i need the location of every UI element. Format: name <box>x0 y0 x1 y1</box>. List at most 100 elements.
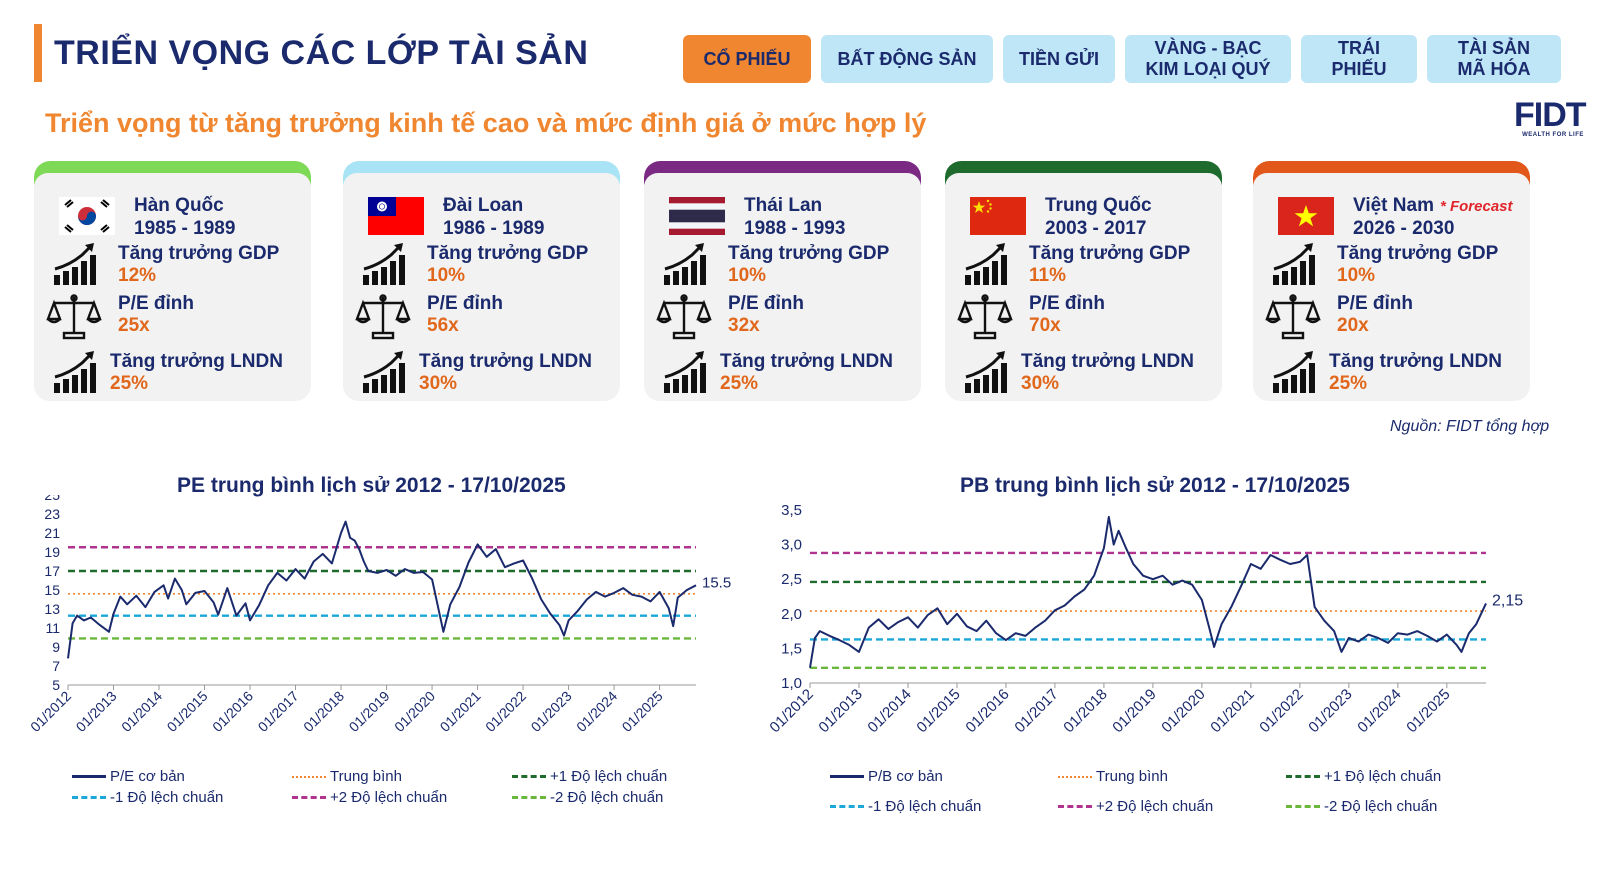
country-card: Thái Lan 1988 - 1993 Tăng trưởng GDP 10%… <box>644 161 921 401</box>
card-country: Đài Loan 1986 - 1989 <box>443 195 544 240</box>
title-accent-bar <box>34 24 42 82</box>
gdp-label: Tăng trưởng GDP <box>1029 243 1191 264</box>
pb-chart-title: PB trung bình lịch sử 2012 - 17/10/2025 <box>960 474 1350 497</box>
x-tick-label: 01/2022 <box>1256 686 1306 736</box>
x-tick-label: 01/2012 <box>27 688 74 735</box>
source-note: Nguồn: FIDT tổng hợp <box>1390 418 1550 435</box>
taiwan-flag <box>368 197 424 235</box>
x-tick-label: 01/2025 <box>619 688 666 735</box>
gdp-label: Tăng trưởng GDP <box>427 243 589 264</box>
pe-chart-title: PE trung bình lịch sử 2012 - 17/10/2025 <box>177 474 566 497</box>
legend-swatch <box>72 775 106 778</box>
pe-row: P/E đỉnh 70x <box>957 293 1213 340</box>
logo-tagline: WEALTH FOR LIFE <box>1522 132 1584 138</box>
legend-label: +1 Độ lệch chuẩn <box>550 768 668 785</box>
profit-row: Tăng trưởng LNDN 30% <box>361 351 611 395</box>
balance-scale-icon <box>957 293 1013 340</box>
country-name: Thái Lan <box>744 195 823 216</box>
tab-tien-gui[interactable]: TIỀN GỬI <box>1003 35 1115 83</box>
legend-item: Trung bình <box>1058 768 1168 785</box>
growth-chart-icon <box>1271 243 1323 287</box>
y-tick-label: 21 <box>44 525 60 541</box>
legend-item: -2 Độ lệch chuẩn <box>512 789 663 806</box>
x-tick-label: 01/2021 <box>437 688 484 735</box>
y-tick-label: 3,0 <box>781 537 802 554</box>
vietnam-flag <box>1278 197 1334 235</box>
forecast-note: * Forecast <box>1439 198 1513 215</box>
legend-item: -2 Độ lệch chuẩn <box>1286 798 1437 815</box>
y-tick-label: 2,0 <box>781 606 802 623</box>
gdp-label: Tăng trưởng GDP <box>728 243 890 264</box>
legend-item: +1 Độ lệch chuẩn <box>1286 768 1441 785</box>
country-card: Trung Quốc 2003 - 2017 Tăng trưởng GDP 1… <box>945 161 1222 401</box>
balance-scale-icon <box>1265 293 1321 340</box>
asset-class-tabs: CỔ PHIẾU BẤT ĐỘNG SẢN TIỀN GỬI VÀNG - BẠ… <box>683 35 1561 83</box>
country-period: 2003 - 2017 <box>1045 218 1147 239</box>
y-tick-label: 15 <box>44 582 60 598</box>
y-tick-label: 3,5 <box>781 505 802 519</box>
gdp-row: Tăng trưởng GDP 10% <box>361 243 611 287</box>
card-body: Việt Nam * Forecast 2026 - 2030 Tăng trưở… <box>1253 173 1530 401</box>
x-tick-label: 01/2022 <box>482 688 529 735</box>
tab-bat-dong-san[interactable]: BẤT ĐỘNG SẢN <box>821 35 993 83</box>
y-tick-label: 2,5 <box>781 571 802 588</box>
y-tick-label: 11 <box>45 620 60 636</box>
gdp-label: Tăng trưởng GDP <box>118 243 280 264</box>
legend-item: P/B cơ bản <box>830 768 943 785</box>
tab-vang-bac[interactable]: VÀNG - BẠC KIM LOẠI QUÝ <box>1125 35 1291 83</box>
gdp-row: Tăng trưởng GDP 12% <box>52 243 302 287</box>
gdp-row: Tăng trưởng GDP 10% <box>662 243 912 287</box>
country-name: Đài Loan <box>443 195 524 216</box>
pb-chart-legend: P/B cơ bản Trung bình +1 Độ lệch chuẩn -1 Đ… <box>830 768 1530 824</box>
legend-swatch <box>292 775 326 778</box>
country-card: Đài Loan 1986 - 1989 Tăng trưởng GDP 10%… <box>343 161 620 401</box>
y-tick-label: 17 <box>44 563 60 579</box>
growth-chart-icon <box>963 351 1015 395</box>
balance-scale-icon <box>355 293 411 340</box>
card-body: Trung Quốc 2003 - 2017 Tăng trưởng GDP 1… <box>945 173 1222 401</box>
tab-tai-san-ma-hoa[interactable]: TÀI SẢN MÃ HÓA <box>1427 35 1561 83</box>
country-name: Việt Nam <box>1353 195 1434 216</box>
x-tick-label: 01/2013 <box>73 688 120 735</box>
y-tick-label: 25 <box>44 495 60 503</box>
legend-label: -2 Độ lệch chuẩn <box>1324 798 1438 815</box>
legend-swatch <box>830 775 864 778</box>
profit-row: Tăng trưởng LNDN 25% <box>1271 351 1521 395</box>
x-tick-label: 01/2018 <box>300 688 347 735</box>
card-body: Đài Loan 1986 - 1989 Tăng trưởng GDP 10%… <box>343 173 620 401</box>
y-tick-label: 13 <box>44 601 60 617</box>
legend-swatch <box>830 805 864 808</box>
growth-chart-icon <box>52 243 104 287</box>
tab-trai-phieu[interactable]: TRÁI PHIẾU <box>1301 35 1417 83</box>
country-period: 1988 - 1993 <box>744 218 846 239</box>
pe-value: 70x <box>1029 315 1061 336</box>
profit-label: Tăng trưởng LNDN <box>110 351 283 372</box>
balance-scale-icon <box>46 293 102 340</box>
profit-value: 25% <box>1329 373 1368 394</box>
y-tick-label: 5 <box>52 677 60 693</box>
y-tick-label: 19 <box>44 544 60 560</box>
profit-label: Tăng trưởng LNDN <box>720 351 893 372</box>
pe-label: P/E đỉnh <box>1337 293 1413 314</box>
legend-swatch <box>292 796 326 799</box>
x-tick-label: 01/2021 <box>1207 686 1257 736</box>
balance-scale-icon <box>656 293 712 340</box>
card-country: Thái Lan 1988 - 1993 <box>744 195 845 240</box>
country-period: 1985 - 1989 <box>134 218 236 239</box>
gdp-row: Tăng trưởng GDP 10% <box>1271 243 1521 287</box>
x-tick-label: 01/2016 <box>209 688 256 735</box>
profit-value: 25% <box>720 373 759 394</box>
pe-row: P/E đỉnh 56x <box>355 293 611 340</box>
profit-row: Tăng trưởng LNDN 25% <box>52 351 302 395</box>
pe-label: P/E đỉnh <box>728 293 804 314</box>
gdp-value: 10% <box>728 265 767 286</box>
x-tick-label: 01/2015 <box>913 686 963 736</box>
legend-item: +2 Độ lệch chuẩn <box>292 789 447 806</box>
profit-label: Tăng trưởng LNDN <box>1021 351 1194 372</box>
legend-swatch <box>1286 775 1320 778</box>
growth-chart-icon <box>662 243 714 287</box>
logo-text: FIDT <box>1514 96 1587 134</box>
legend-label: -1 Độ lệch chuẩn <box>110 789 224 806</box>
tab-co-phieu[interactable]: CỔ PHIẾU <box>683 35 811 83</box>
x-tick-label: 01/2015 <box>164 688 211 735</box>
